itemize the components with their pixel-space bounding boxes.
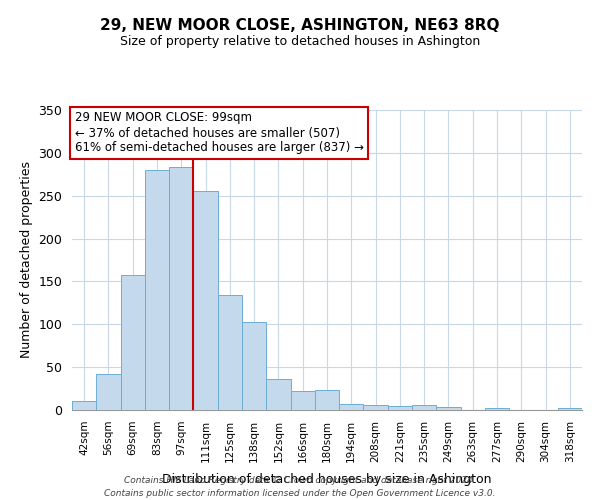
Y-axis label: Number of detached properties: Number of detached properties <box>20 162 33 358</box>
Bar <box>290 391 315 410</box>
Bar <box>364 405 388 410</box>
Bar <box>121 274 145 410</box>
Bar <box>169 168 193 410</box>
Bar <box>412 405 436 410</box>
Text: Size of property relative to detached houses in Ashington: Size of property relative to detached ho… <box>120 35 480 48</box>
Text: 29 NEW MOOR CLOSE: 99sqm
← 37% of detached houses are smaller (507)
61% of semi-: 29 NEW MOOR CLOSE: 99sqm ← 37% of detach… <box>74 112 364 154</box>
Bar <box>193 190 218 410</box>
Bar <box>242 322 266 410</box>
Text: 29, NEW MOOR CLOSE, ASHINGTON, NE63 8RQ: 29, NEW MOOR CLOSE, ASHINGTON, NE63 8RQ <box>100 18 500 32</box>
Bar <box>72 402 96 410</box>
Bar <box>218 295 242 410</box>
Bar <box>436 406 461 410</box>
Bar <box>339 404 364 410</box>
Bar <box>558 408 582 410</box>
Bar <box>145 170 169 410</box>
Bar <box>266 379 290 410</box>
Bar <box>96 374 121 410</box>
Bar <box>315 390 339 410</box>
Bar <box>485 408 509 410</box>
X-axis label: Distribution of detached houses by size in Ashington: Distribution of detached houses by size … <box>162 473 492 486</box>
Bar <box>388 406 412 410</box>
Text: Contains HM Land Registry data © Crown copyright and database right 2024.
Contai: Contains HM Land Registry data © Crown c… <box>104 476 496 498</box>
